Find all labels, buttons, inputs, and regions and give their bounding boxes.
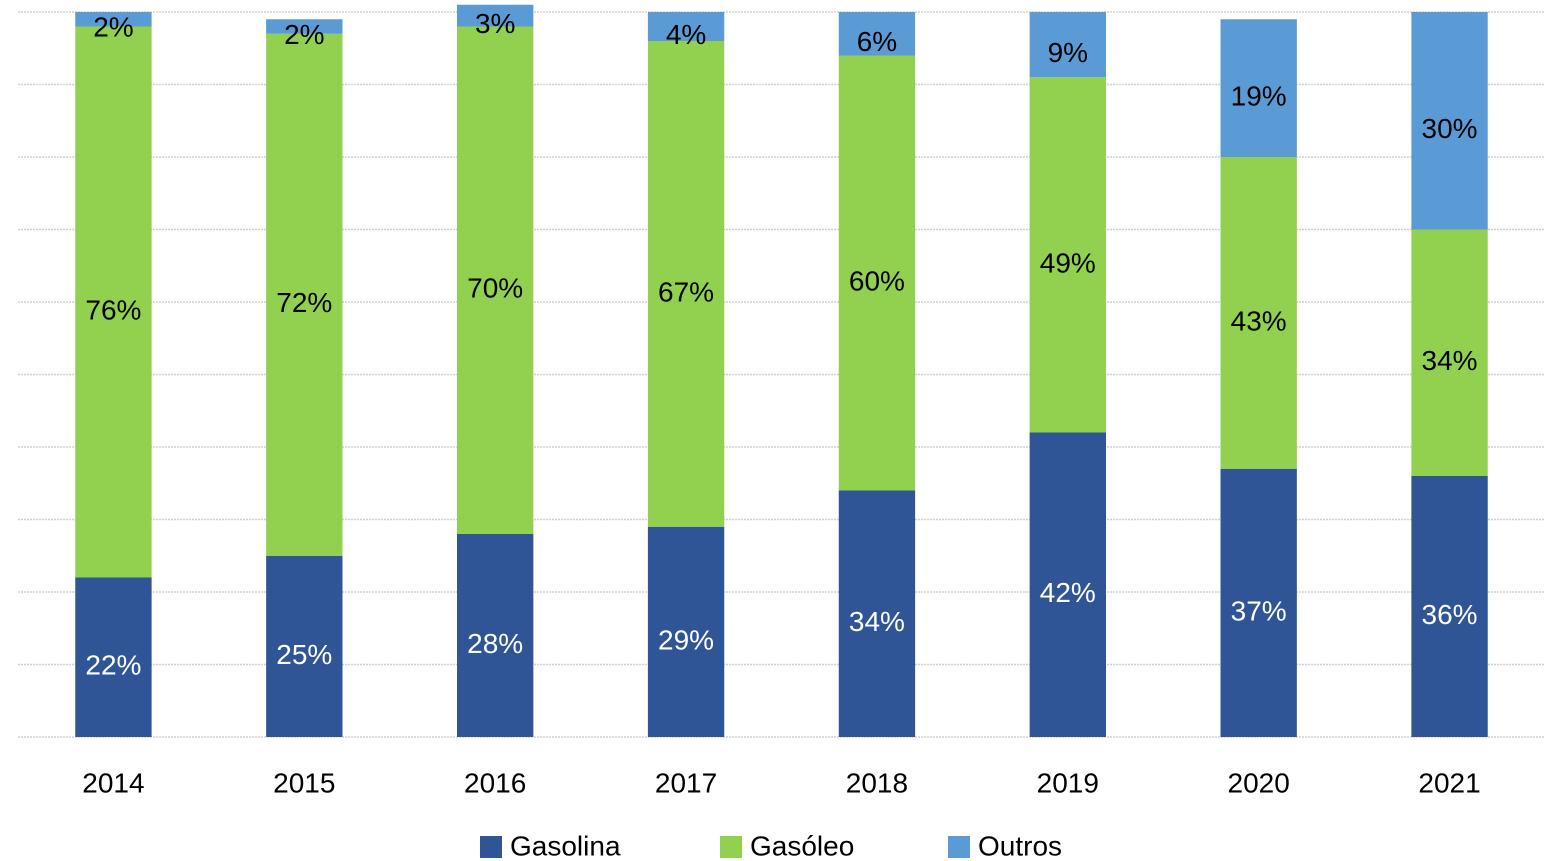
x-tick-label: 2017 — [655, 767, 717, 798]
legend-swatch — [720, 836, 742, 858]
legend-label: Outros — [978, 830, 1062, 861]
x-tick-label: 2020 — [1228, 767, 1290, 798]
data-label: 49% — [1040, 247, 1096, 278]
data-label: 60% — [849, 265, 905, 296]
bar-segment — [1220, 468, 1297, 737]
data-label: 37% — [1231, 595, 1287, 626]
data-label: 2% — [93, 12, 133, 43]
x-tick-label: 2021 — [1418, 767, 1480, 798]
legend-swatch — [480, 836, 502, 858]
bar-segment — [1411, 476, 1488, 737]
data-label: 43% — [1231, 305, 1287, 336]
data-label: 76% — [85, 294, 141, 325]
data-label: 4% — [666, 19, 706, 50]
data-label: 29% — [658, 624, 714, 655]
data-label: 3% — [475, 8, 515, 39]
bar-segment — [75, 12, 152, 27]
x-tick-label: 2014 — [82, 767, 144, 798]
bar-segment — [457, 4, 534, 27]
data-label: 36% — [1422, 599, 1478, 630]
x-tick-label: 2019 — [1037, 767, 1099, 798]
bar-segment — [838, 490, 916, 737]
bar-segment — [1029, 12, 1106, 78]
data-label: 34% — [1422, 345, 1478, 376]
data-label: 34% — [849, 606, 905, 637]
x-tick-label: 2015 — [273, 767, 335, 798]
bar-segment — [266, 33, 343, 556]
data-label: 67% — [658, 276, 714, 307]
x-tick-label: 2016 — [464, 767, 526, 798]
bar-segment — [75, 26, 152, 578]
bar-segment — [1411, 229, 1488, 476]
data-label: 2% — [284, 19, 324, 50]
bar-segment — [457, 534, 534, 737]
data-label: 25% — [276, 639, 332, 670]
bar-segment — [1220, 157, 1297, 469]
bar-segment — [75, 577, 152, 737]
bar-segment — [647, 526, 725, 737]
data-label: 42% — [1040, 577, 1096, 608]
data-label: 6% — [857, 26, 897, 57]
x-tick-label: 2018 — [846, 767, 908, 798]
data-label: 19% — [1231, 81, 1287, 112]
bar-segment — [1411, 12, 1488, 230]
bar-segment — [647, 41, 725, 527]
legend-label: Gasolina — [510, 830, 621, 861]
data-label: 30% — [1422, 113, 1478, 144]
data-label: 72% — [276, 287, 332, 318]
data-label: 28% — [467, 628, 523, 659]
bar-segment — [266, 19, 343, 34]
data-label: 22% — [85, 650, 141, 681]
legend-label: Gasóleo — [750, 830, 854, 861]
bar-segment — [1029, 432, 1106, 737]
data-label: 9% — [1048, 37, 1088, 68]
data-label: 70% — [467, 273, 523, 304]
bar-segment — [457, 26, 534, 534]
legend-swatch — [948, 836, 970, 858]
bar-segment — [1029, 77, 1106, 433]
bar-segment — [647, 12, 725, 41]
bar-segment — [838, 55, 916, 491]
bar-segment — [266, 555, 343, 737]
bar-segment — [1220, 19, 1297, 157]
bar-segment — [838, 12, 916, 56]
